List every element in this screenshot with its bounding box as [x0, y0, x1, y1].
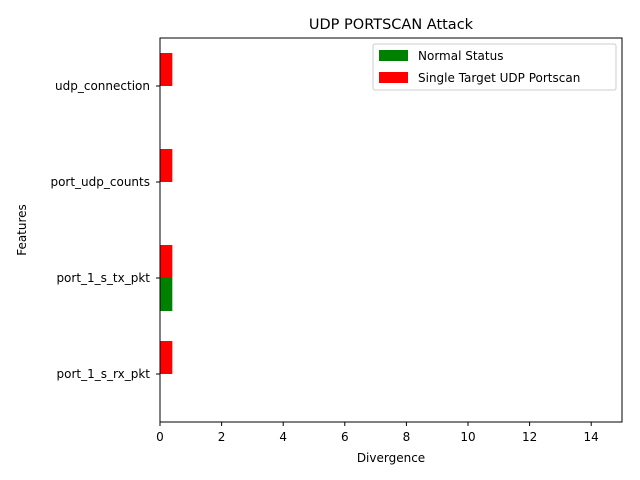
- x-tick-label: 6: [341, 430, 349, 444]
- y-tick-label: port_udp_counts: [50, 175, 150, 189]
- x-tick-label: 8: [403, 430, 411, 444]
- y-tick-label: port_1_s_tx_pkt: [56, 271, 150, 285]
- x-tick-label: 12: [522, 430, 537, 444]
- y-tick-label: udp_connection: [55, 79, 150, 93]
- x-tick-label: 10: [460, 430, 475, 444]
- y-axis: udp_connection port_udp_counts port_1_s_tx…: [50, 79, 160, 381]
- bars-group: [160, 53, 173, 374]
- legend-label: Single Target UDP Portscan: [418, 71, 580, 85]
- bar-portscan-udp_connection: [160, 53, 173, 86]
- y-tick-label: port_1_s_rx_pkt: [57, 367, 151, 381]
- legend-swatch: [379, 72, 408, 83]
- x-tick-label: 2: [218, 430, 226, 444]
- legend-label: Normal Status: [418, 49, 503, 63]
- bar-portscan-port_udp_counts: [160, 149, 173, 182]
- x-tick-label: 14: [584, 430, 599, 444]
- legend: Normal Status Single Target UDP Portscan: [372, 43, 617, 91]
- chart-title: UDP PORTSCAN Attack: [309, 17, 474, 33]
- legend-swatch: [379, 50, 408, 61]
- plot-frame: [159, 37, 623, 423]
- x-axis-title: Divergence: [357, 451, 425, 465]
- bar-portscan-port_1_s_rx_pkt: [160, 341, 173, 374]
- bar-portscan-port_1_s_tx_pkt: [160, 245, 173, 278]
- y-axis-title: Features: [15, 204, 29, 256]
- legend-frame: [372, 43, 617, 91]
- x-tick-label: 0: [156, 430, 164, 444]
- bar-normal-port_1_s_tx_pkt: [160, 278, 173, 311]
- x-axis: 0 2 4 6 8 10 12 14: [156, 422, 599, 444]
- x-tick-label: 4: [279, 430, 287, 444]
